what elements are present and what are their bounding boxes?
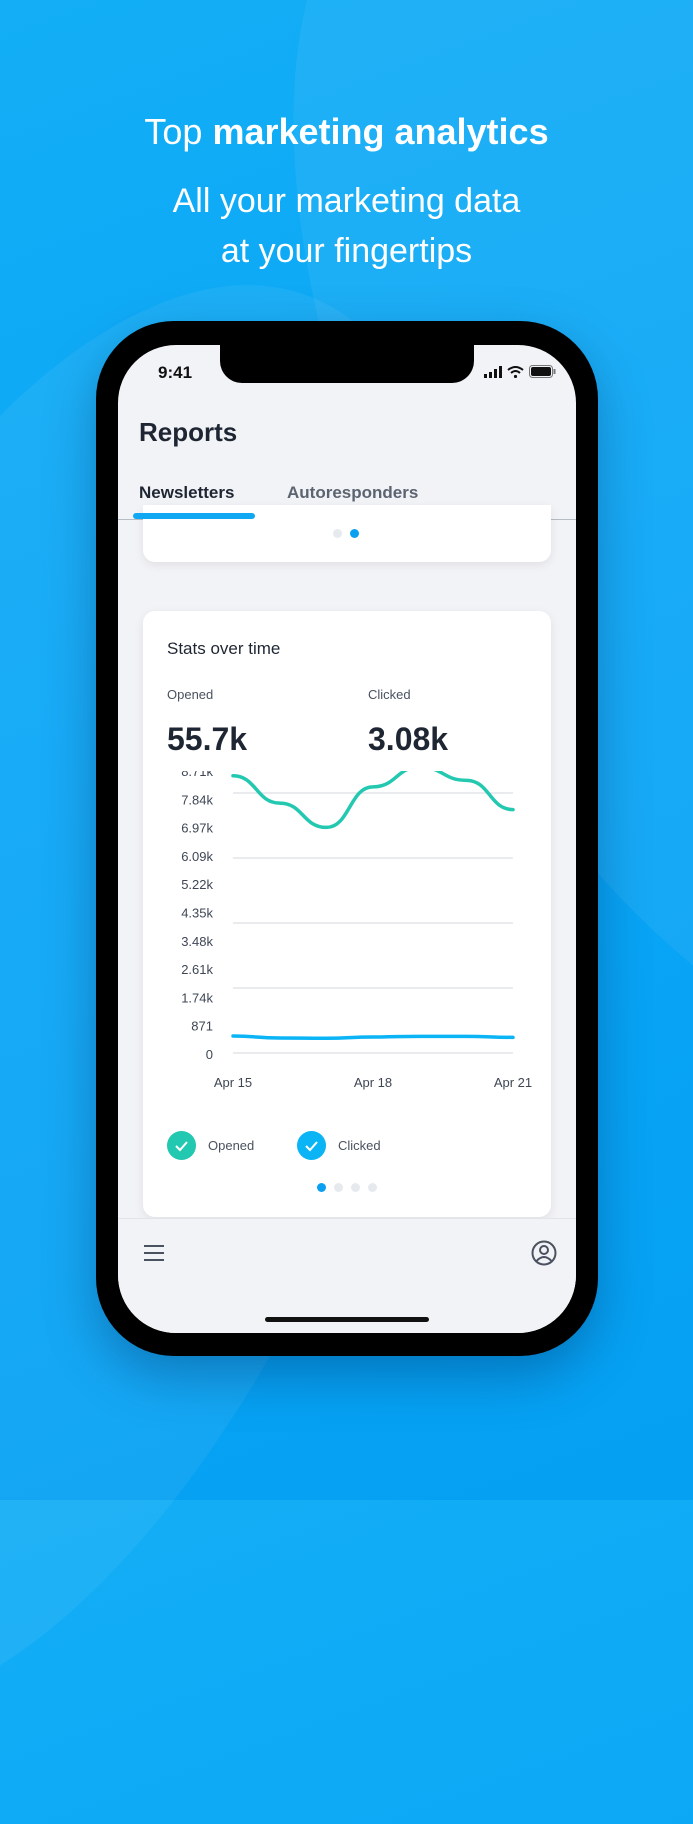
- y-tick-label: 6.09k: [181, 849, 213, 864]
- y-tick-label: 871: [191, 1019, 213, 1034]
- x-tick-label: Apr 18: [354, 1075, 392, 1090]
- line-chart: 8.71k 7.84k 6.97k 6.09k 5.22k 4.35k 3.48k 2.61k…: [143, 771, 551, 1116]
- y-tick-label: 1.74k: [181, 990, 213, 1005]
- opened-value: 55.7k: [167, 721, 247, 758]
- hero-subtitle-line: at your fingertips: [0, 226, 693, 276]
- notch: [220, 345, 474, 383]
- home-indicator[interactable]: [265, 1317, 429, 1322]
- hero-subtitle-line: All your marketing data: [0, 176, 693, 226]
- y-tick-label: 7.84k: [181, 792, 213, 807]
- account-icon[interactable]: [531, 1240, 557, 1266]
- phone-frame: 9:41 Reports Newsletters Autoresponders …: [96, 321, 598, 1356]
- pager-dot-active[interactable]: [317, 1183, 326, 1192]
- clicked-label: Clicked: [368, 687, 411, 702]
- status-icons: [484, 365, 556, 378]
- clicked-value: 3.08k: [368, 721, 448, 758]
- y-tick-label: 3.48k: [181, 934, 213, 949]
- legend-label: Clicked: [338, 1138, 381, 1153]
- legend-label: Opened: [208, 1138, 254, 1153]
- x-tick-label: Apr 15: [214, 1075, 252, 1090]
- y-tick-label: 8.71k: [181, 771, 213, 779]
- y-tick-label: 4.35k: [181, 906, 213, 921]
- pager-dot-active[interactable]: [350, 529, 359, 538]
- tab-autoresponders[interactable]: Autoresponders: [287, 483, 418, 503]
- stats-card: Stats over time Opened Clicked 55.7k 3.0…: [143, 611, 551, 1217]
- y-tick-label: 5.22k: [181, 877, 213, 892]
- active-tab-indicator: [133, 513, 255, 519]
- wifi-icon: [507, 366, 524, 378]
- check-icon: [297, 1131, 326, 1160]
- status-time: 9:41: [158, 363, 192, 383]
- opened-label: Opened: [167, 687, 213, 702]
- phone-screen: 9:41 Reports Newsletters Autoresponders …: [118, 345, 576, 1333]
- tab-newsletters[interactable]: Newsletters: [139, 483, 234, 503]
- battery-icon: [529, 365, 556, 378]
- series-line-clicked: [233, 1036, 513, 1038]
- pager-dot[interactable]: [368, 1183, 377, 1192]
- check-icon: [167, 1131, 196, 1160]
- card-title: Stats over time: [167, 639, 280, 659]
- hero-headline-bold: marketing analytics: [212, 111, 548, 152]
- hero-headline: Top marketing analytics: [0, 108, 693, 156]
- legend-clicked[interactable]: Clicked: [297, 1131, 381, 1160]
- signal-icon: [484, 366, 502, 378]
- pager-dot[interactable]: [334, 1183, 343, 1192]
- hero-text: Top marketing analytics All your marketi…: [0, 108, 693, 276]
- y-tick-label: 6.97k: [181, 821, 213, 836]
- bottom-bar: [118, 1218, 576, 1333]
- y-tick-label: 2.61k: [181, 962, 213, 977]
- pager-dot[interactable]: [351, 1183, 360, 1192]
- hero-headline-regular: Top: [144, 111, 212, 152]
- legend-opened[interactable]: Opened: [167, 1131, 254, 1160]
- series-line-opened: [233, 771, 513, 827]
- pager-dot[interactable]: [333, 529, 342, 538]
- y-tick-label: 0: [206, 1047, 213, 1062]
- menu-icon[interactable]: [143, 1243, 165, 1263]
- x-tick-label: Apr 21: [494, 1075, 532, 1090]
- page-title: Reports: [139, 417, 237, 448]
